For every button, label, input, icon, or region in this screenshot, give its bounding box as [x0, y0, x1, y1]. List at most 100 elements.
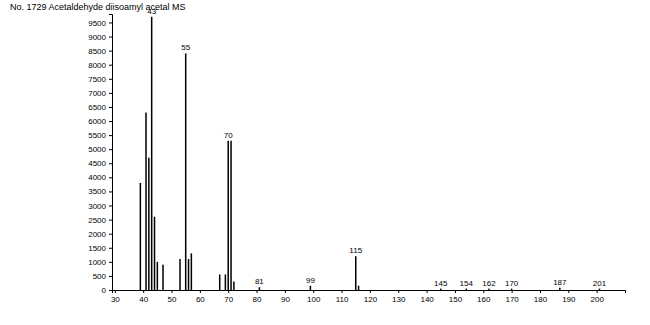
y-tick-mark — [109, 51, 112, 52]
y-tick-label: 9000 — [88, 33, 106, 42]
x-tick: 130 — [392, 290, 406, 304]
x-tick-mark — [597, 290, 598, 293]
x-tick-label: 150 — [449, 295, 463, 304]
peak — [355, 256, 357, 290]
y-tick: 6000 — [88, 117, 112, 126]
x-tick-label: 40 — [139, 295, 148, 304]
x-tick-mark — [398, 290, 399, 293]
y-tick-label: 0 — [102, 286, 107, 295]
y-tick: 1500 — [88, 244, 112, 253]
x-tick-mark — [172, 290, 173, 293]
x-tick-mark — [455, 290, 456, 293]
x-tick-mark — [370, 290, 371, 293]
x-tick-mark — [512, 290, 513, 293]
x-tick-label: 100 — [307, 295, 321, 304]
y-tick-label: 4000 — [88, 173, 106, 182]
y-tick: 1000 — [88, 258, 112, 267]
y-tick-mark — [109, 22, 112, 23]
y-tick-label: 2500 — [88, 216, 106, 225]
peak-label: 187 — [553, 278, 567, 287]
y-tick: 2500 — [88, 216, 112, 225]
x-tick: 190 — [562, 290, 576, 304]
y-tick-label: 3500 — [88, 187, 106, 196]
x-tick-label: 160 — [477, 295, 491, 304]
y-tick-mark — [109, 107, 112, 108]
y-tick: 3500 — [88, 187, 112, 196]
chart: No. 1729 Acetaldehyde diisoamyl acetal M… — [0, 0, 650, 325]
y-tick-label: 5500 — [88, 131, 106, 140]
x-tick-label: 90 — [281, 295, 290, 304]
x-tick: 180 — [534, 290, 548, 304]
y-tick: 9000 — [88, 33, 112, 42]
peak-label: 145 — [434, 279, 448, 288]
peak — [233, 282, 235, 290]
peak — [511, 289, 513, 290]
peak — [157, 262, 159, 290]
y-tick-mark — [109, 262, 112, 263]
x-tick: 40 — [139, 290, 148, 304]
y-axis-line — [109, 15, 113, 291]
y-tick-label: 2000 — [88, 230, 106, 239]
peak — [440, 289, 442, 290]
x-tick-label: 70 — [224, 295, 233, 304]
peak — [599, 289, 601, 290]
y-tick-mark — [109, 37, 112, 38]
x-tick-label: 60 — [196, 295, 205, 304]
x-tick-label: 120 — [364, 295, 378, 304]
x-tick: 60 — [196, 290, 205, 304]
x-tick: 140 — [420, 290, 434, 304]
y-tick-mark — [109, 65, 112, 66]
peak — [559, 288, 561, 290]
y-tick: 2000 — [88, 230, 112, 239]
x-tick-label: 50 — [168, 295, 177, 304]
x-tick: 80 — [253, 290, 262, 304]
peak — [140, 183, 142, 290]
x-axis: 3040506070809010011012013014015016017018… — [111, 290, 626, 304]
x-tick-mark — [313, 290, 314, 293]
annotations: 4355708199115145154162170187201 — [147, 7, 606, 288]
y-tick-mark — [109, 276, 112, 277]
y-tick: 5500 — [88, 131, 112, 140]
y-tick-label: 6000 — [88, 117, 106, 126]
y-tick-label: 7500 — [88, 75, 106, 84]
x-tick: 160 — [477, 290, 491, 304]
y-tick: 3000 — [88, 202, 112, 211]
x-tick-label: 130 — [392, 295, 406, 304]
peak-label: 81 — [255, 277, 264, 286]
x-tick: 120 — [364, 290, 378, 304]
x-tick-mark — [427, 290, 428, 293]
x-tick-mark — [568, 290, 569, 293]
y-tick: 7000 — [88, 89, 112, 98]
x-tick-label: 200 — [590, 295, 604, 304]
peak-label: 70 — [224, 131, 233, 140]
peak — [191, 253, 193, 290]
peak-label: 170 — [505, 279, 519, 288]
x-axis-line — [113, 291, 626, 294]
x-tick-label: 180 — [534, 295, 548, 304]
y-tick: 6500 — [88, 103, 112, 112]
peak — [179, 259, 181, 290]
peak — [466, 289, 468, 290]
y-tick: 9500 — [88, 19, 112, 28]
peak — [188, 259, 190, 290]
y-tick-label: 8500 — [88, 47, 106, 56]
x-tick-mark — [228, 290, 229, 293]
peak-label: 43 — [147, 7, 156, 16]
x-tick-mark — [143, 290, 144, 293]
peak — [259, 287, 261, 290]
peak-label: 201 — [593, 279, 607, 288]
peak — [162, 265, 164, 290]
x-tick: 90 — [281, 290, 290, 304]
x-tick-label: 140 — [420, 295, 434, 304]
x-tick-mark — [257, 290, 258, 293]
peak — [219, 275, 221, 290]
y-tick-mark — [109, 177, 112, 178]
peaks — [140, 17, 601, 290]
y-tick-mark — [109, 290, 112, 291]
title: No. 1729 Acetaldehyde diisoamyl acetal M… — [10, 2, 186, 12]
y-tick: 5000 — [88, 145, 112, 154]
peak — [154, 217, 156, 290]
peak-label: 162 — [482, 279, 496, 288]
y-tick-mark — [109, 220, 112, 221]
peak — [358, 286, 360, 290]
